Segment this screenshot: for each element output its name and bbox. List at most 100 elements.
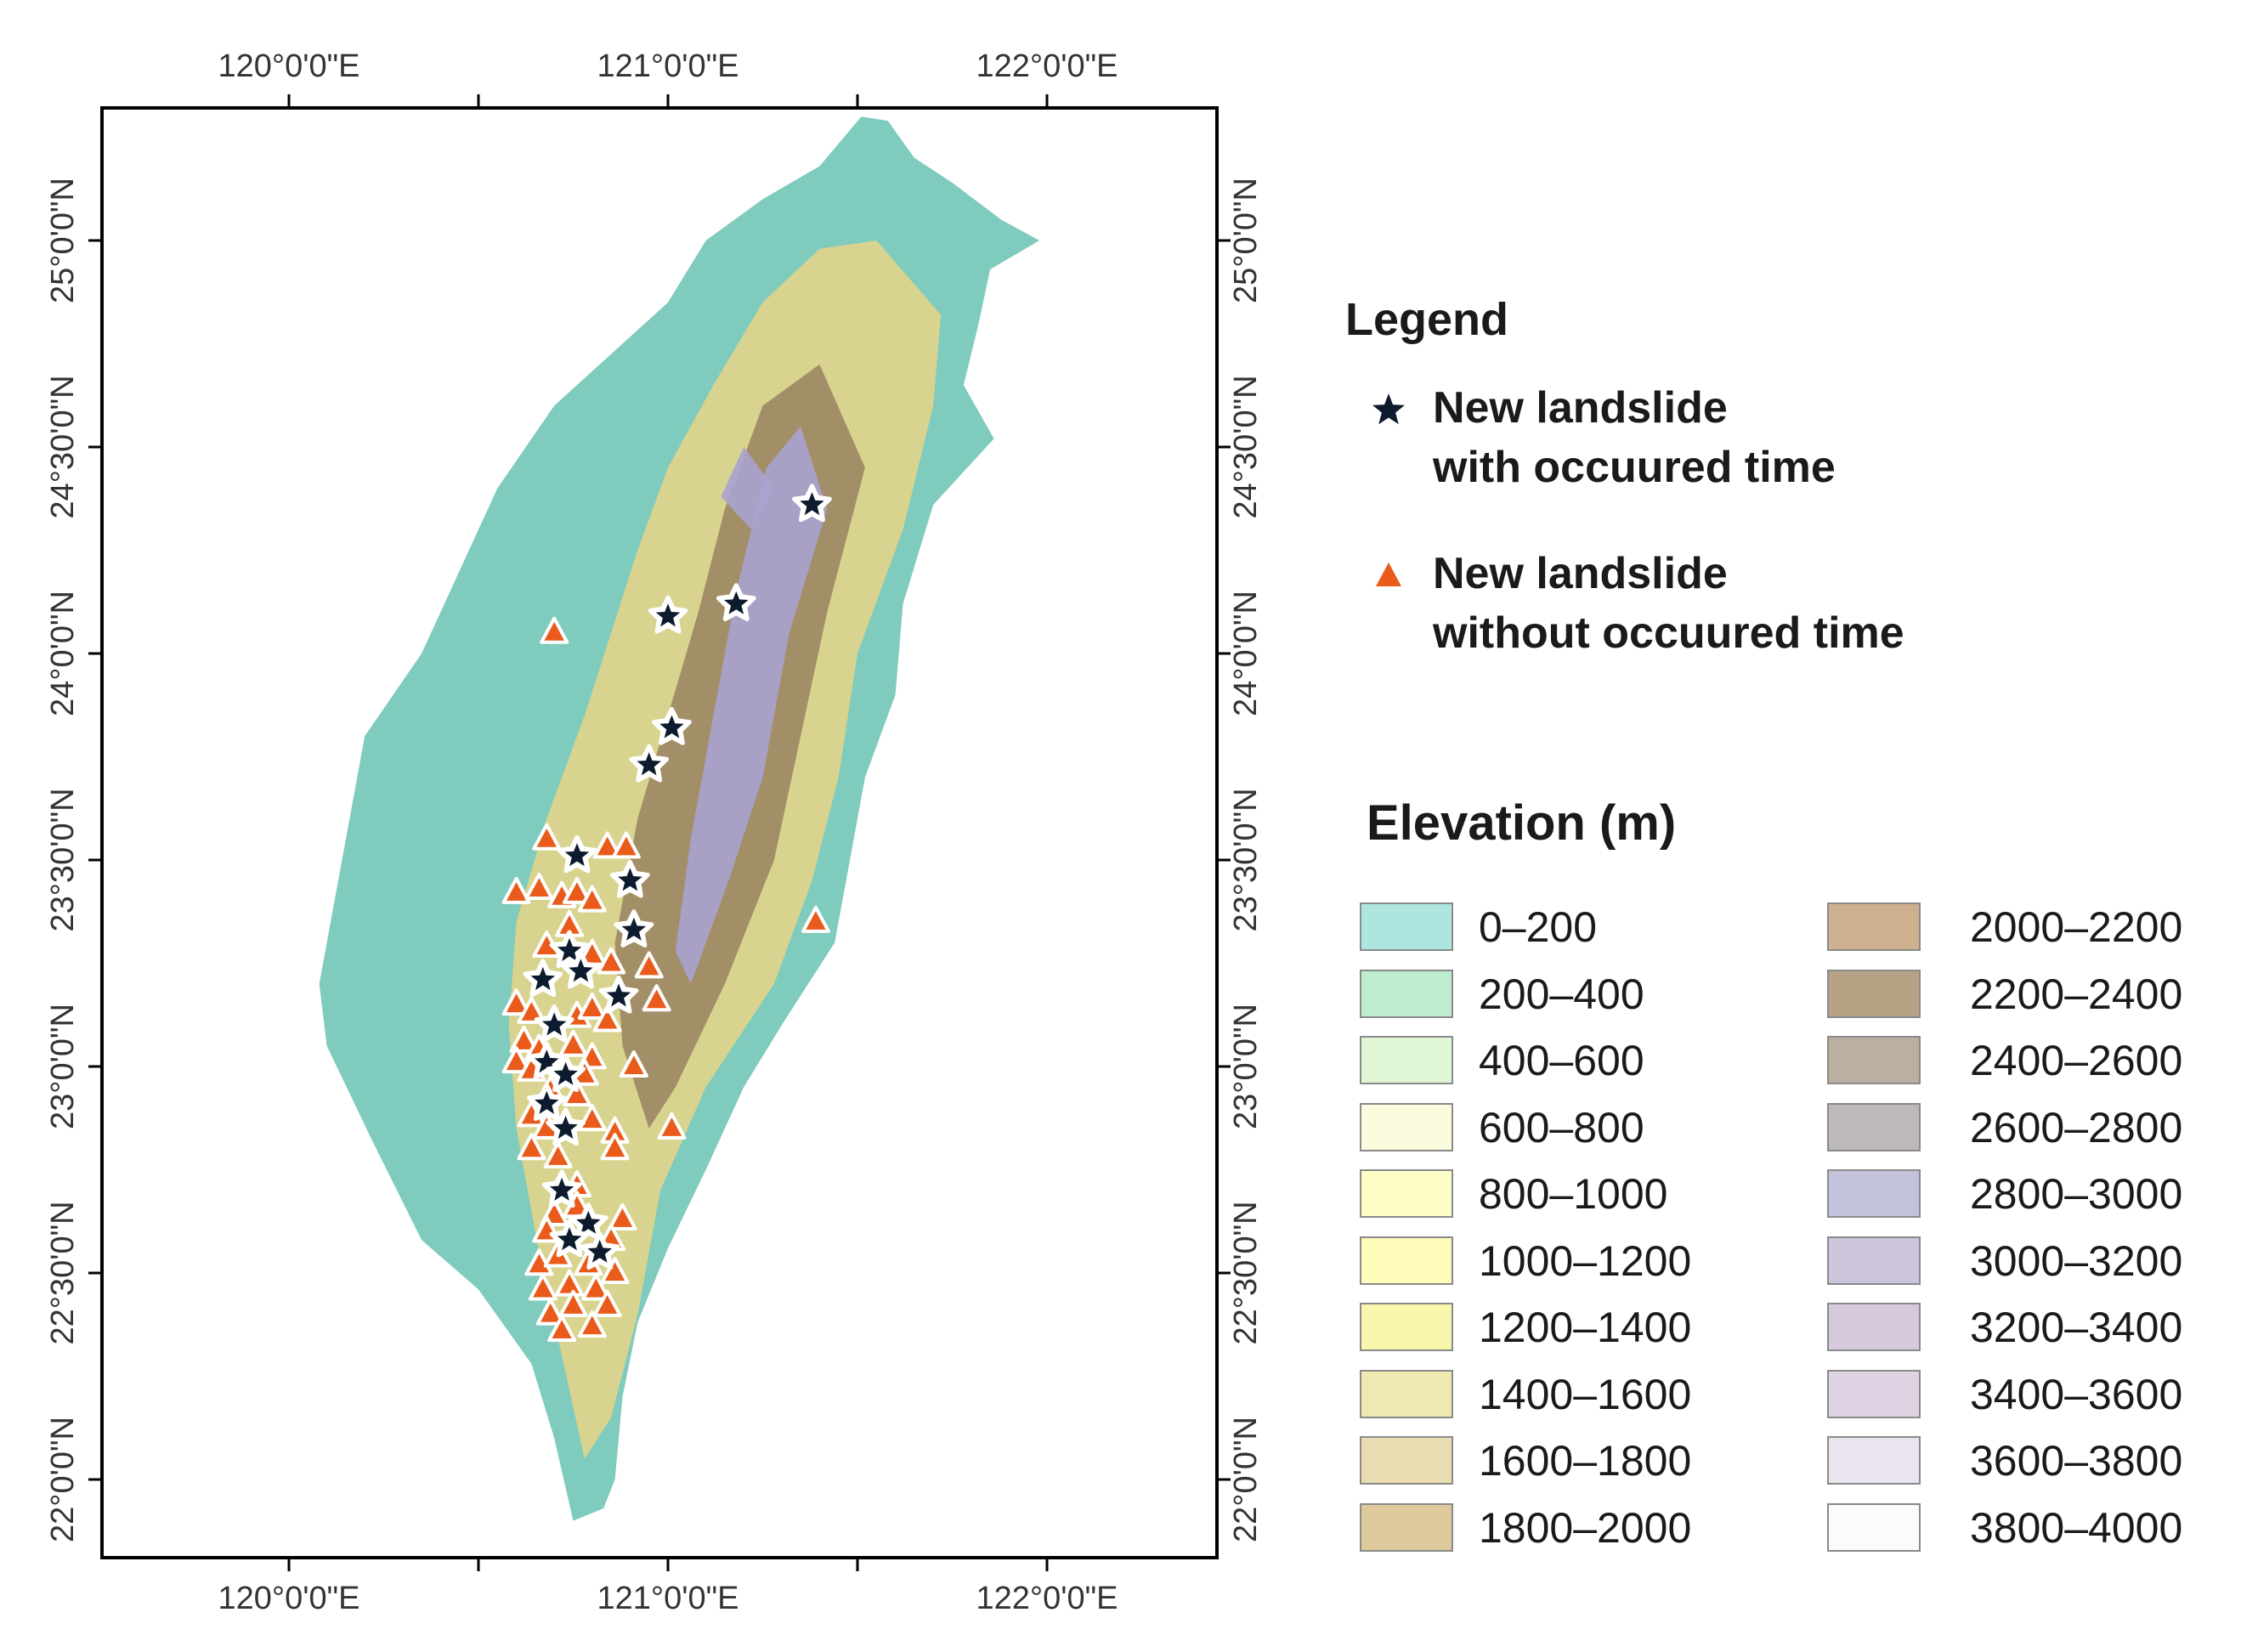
star-icon	[724, 591, 749, 614]
landslide-with-time-marker	[629, 744, 670, 783]
landslide-without-time-marker	[577, 1104, 607, 1132]
landslides-with-time-layer	[523, 484, 832, 1270]
landslide-with-time-marker	[598, 975, 639, 1014]
star-icon	[553, 1061, 578, 1085]
landslide-with-time-marker	[648, 595, 688, 634]
elevation-swatch	[1360, 1369, 1453, 1418]
landslide-without-time-marker	[611, 831, 641, 859]
latitude-label: 24°30'0"N	[45, 375, 81, 518]
landslide-with-time-marker	[557, 834, 597, 874]
landslide-without-time-marker	[600, 1133, 630, 1161]
elevation-swatch	[1827, 1436, 1921, 1485]
elevation-legend-title: Elevation (m)	[1367, 795, 1677, 851]
landslide-with-time-marker	[561, 950, 601, 989]
elevation-class-label: 0–200	[1479, 903, 1598, 951]
elevation-swatch	[1360, 1102, 1453, 1151]
star-icon	[587, 1239, 612, 1263]
landslide-without-time-marker	[577, 1310, 607, 1338]
star-icon	[606, 983, 631, 1007]
landslide-without-time-marker	[535, 1298, 565, 1326]
elevation-class-label: 200–400	[1479, 970, 1644, 1018]
landslide-without-time-marker	[558, 1289, 588, 1317]
landslide-without-time-marker	[619, 1050, 648, 1078]
elevation-swatch	[1827, 969, 1921, 1018]
landslide-with-time-marker	[546, 1054, 586, 1092]
star-marker-icon	[1372, 393, 1405, 425]
landslide-with-time-marker	[534, 1004, 574, 1043]
latitude-label: 25°0'0"N	[1228, 178, 1264, 303]
landslide-without-time-marker	[528, 1273, 557, 1301]
elevation-swatch	[1827, 1236, 1921, 1285]
landslide-with-time-marker	[526, 1083, 567, 1121]
star-icon	[535, 1049, 559, 1073]
legend-label-line: New landslide	[1433, 383, 1728, 433]
longitude-label: 121°0'0"E	[597, 48, 739, 84]
star-icon	[564, 843, 590, 867]
elevation-swatch	[1360, 1502, 1453, 1552]
elevation-swatch	[1360, 1436, 1453, 1485]
star-icon	[637, 752, 661, 776]
landslide-without-time-marker	[600, 1257, 630, 1284]
longitude-label: 122°0'0"E	[976, 1581, 1118, 1616]
landslide-without-time-marker	[547, 1315, 577, 1343]
star-icon	[569, 959, 593, 982]
right-latitude-labels: 25°0'0"N 24°30'0"N 24°0'0"N 23°30'0"N 23°0'0…	[1228, 178, 1264, 1542]
elevation-swatch	[1827, 1036, 1921, 1084]
star-icon	[557, 1227, 582, 1251]
landslide-with-time-marker	[541, 1169, 582, 1208]
elevation-class-label: 2000–2200	[1970, 903, 2183, 951]
snow-mountain-peaks	[721, 447, 774, 530]
latitude-label: 22°30'0"N	[45, 1201, 81, 1344]
elevation-class-label: 3000–3200	[1970, 1236, 2183, 1285]
legend-label-line: with occuured time	[1433, 443, 1836, 492]
elevation-class-label: 2200–2400	[1970, 970, 2183, 1018]
landslide-without-time-marker	[501, 876, 531, 904]
elevation-swatch	[1360, 1036, 1453, 1084]
elevation-swatch	[1360, 969, 1453, 1018]
landslide-with-time-marker	[652, 707, 692, 745]
landslide-without-time-marker	[543, 1140, 573, 1168]
legend-label-with-time: New landslide with occuured time	[1433, 378, 1836, 497]
star-icon	[549, 1177, 574, 1201]
star-icon	[618, 868, 642, 891]
star-icon	[557, 937, 582, 962]
landslide-without-time-marker	[555, 1269, 585, 1297]
landslide-with-time-marker	[523, 959, 563, 998]
elevation-swatch	[1827, 1303, 1921, 1351]
longitude-label: 121°0'0"E	[597, 1581, 739, 1616]
elevation-class-label: 2600–2800	[1970, 1103, 2183, 1151]
latitude-label: 23°30'0"N	[45, 788, 81, 931]
map-border	[100, 106, 1219, 1559]
landslide-without-time-marker	[517, 1133, 546, 1161]
landslide-with-time-marker	[549, 1219, 590, 1258]
landslide-with-time-marker	[614, 909, 654, 948]
star-icon	[541, 1012, 567, 1036]
landslide-without-time-marker	[540, 616, 569, 644]
elevation-class-label: 400–600	[1479, 1037, 1644, 1084]
latitude-label: 25°0'0"N	[45, 178, 81, 303]
elevation-class-label: 1800–2000	[1479, 1503, 1692, 1552]
landslide-without-time-marker	[577, 885, 607, 913]
elevation-class-label: 800–1000	[1479, 1170, 1668, 1218]
star-icon	[530, 966, 556, 991]
elevation-swatch	[1360, 1169, 1453, 1218]
elevation-class-label: 600–800	[1479, 1103, 1644, 1151]
landslide-without-time-marker	[597, 947, 626, 975]
legend-title: Legend	[1345, 294, 1509, 345]
elevation-swatch	[1827, 902, 1921, 951]
landslide-without-time-marker	[524, 873, 554, 901]
graticule-ticks	[88, 94, 1231, 1571]
latitude-label: 22°0'0"N	[1228, 1417, 1264, 1542]
star-icon	[659, 715, 684, 738]
landslide-without-time-marker	[562, 1079, 591, 1107]
elevation-swatch	[1827, 1369, 1921, 1418]
elevation-class-label: 1400–1600	[1479, 1370, 1692, 1418]
elevation-class-label: 3600–3800	[1970, 1437, 2183, 1485]
star-icon	[655, 603, 681, 627]
latitude-label: 24°30'0"N	[1228, 375, 1264, 518]
elevation-class-label: 1200–1400	[1479, 1304, 1692, 1351]
landslide-with-time-marker	[610, 859, 650, 898]
landslide-without-time-marker	[501, 988, 531, 1016]
